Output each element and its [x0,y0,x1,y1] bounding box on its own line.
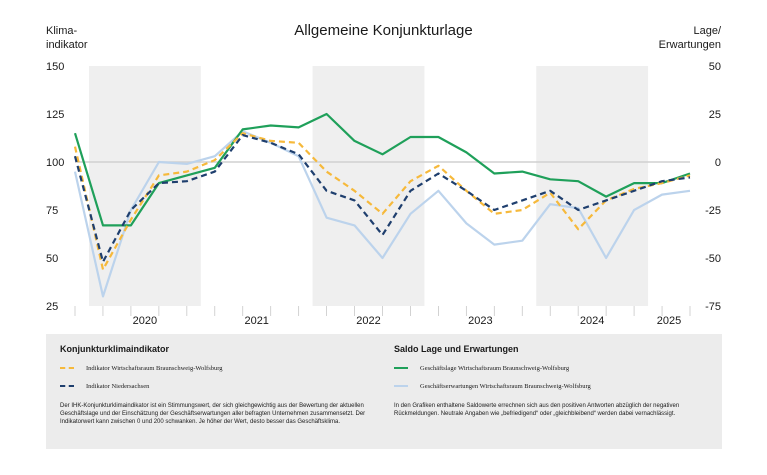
legend-right-column: Saldo Lage und Erwartungen Geschäftslage… [394,344,591,398]
series-line-3 [73,130,691,298]
legend-right-heading: Saldo Lage und Erwartungen [394,344,519,354]
x-year-label: 2021 [244,315,268,327]
legend-label: Geschäftserwartungen Wirtschaftsraum Bra… [420,382,591,390]
year-band-2022 [312,66,425,306]
legend-swatch [60,385,74,387]
legend-item-braunschweig-indicator: Indikator Wirtschaftsraum Braunschweig-W… [60,362,223,374]
legend-item-niedersachsen-indicator: Indikator Niedersachsen [60,380,223,392]
left-axis-tick-label: 150 [46,61,64,73]
legend-left-note: Der IHK-Konjunkturklimaindikator ist ein… [60,403,366,425]
series-line-0 [73,132,691,271]
legend-label: Indikator Wirtschaftsraum Braunschweig-W… [86,364,223,372]
left-axis-title-line-1: Klima- [46,25,78,37]
x-year-label: 2024 [580,315,604,327]
legend-item-geschaeftslage: Geschäftslage Wirtschaftsraum Braunschwe… [394,362,591,374]
x-year-label: 2022 [356,315,380,327]
x-year-label: 2023 [468,315,492,327]
right-axis-title-line-1: Lage/ [693,25,721,37]
legend-swatch [394,385,408,387]
series-line-1 [73,134,691,263]
x-year-label: 2025 [657,315,681,327]
x-year-label: 2020 [133,315,157,327]
legend-left-column: Konjunkturklimaindikator Indikator Wirts… [60,344,223,398]
right-axis-tick-label: -75 [705,301,721,313]
series-line-2 [73,112,691,227]
left-axis-tick-label: 125 [46,109,64,121]
legend-item-geschaeftserwartungen: Geschäftserwartungen Wirtschaftsraum Bra… [394,380,591,392]
left-axis-title-line-2: indikator [46,39,88,51]
legend-label: Indikator Niedersachsen [86,382,150,390]
left-axis-tick-label: 25 [46,301,58,313]
year-band-2024 [536,66,649,306]
right-axis-title-line-2: Erwartungen [658,39,721,51]
legend-panel: Konjunkturklimaindikator Indikator Wirts… [46,334,722,449]
right-axis-tick-label: -25 [705,205,721,217]
chart-title: Allgemeine Konjunkturlage [294,22,473,39]
left-axis-tick-label: 100 [46,157,64,169]
right-axis-tick-label: 0 [715,157,721,169]
legend-label: Geschäftslage Wirtschaftsraum Braunschwe… [420,364,570,372]
left-axis-title: Klima- indikator [46,24,88,52]
line-chart: 25 50 75 100 125 150 -75 -50 -25 0 25 50 2020 2021 202… [46,61,721,327]
right-axis-tick-label: 50 [709,61,721,73]
left-axis-tick-label: 75 [46,205,58,217]
right-axis-title: Lage/ Erwartungen [659,24,721,52]
legend-left-heading: Konjunkturklimaindikator [60,344,170,354]
left-axis-tick-label: 50 [46,253,58,265]
legend-right-note: In den Grafiken enthaltene Saldowerte er… [394,403,680,417]
legend-swatch [394,367,408,369]
right-axis-tick-label: -50 [705,253,721,265]
right-axis-tick-label: 25 [709,109,721,121]
legend-swatch [60,367,74,369]
